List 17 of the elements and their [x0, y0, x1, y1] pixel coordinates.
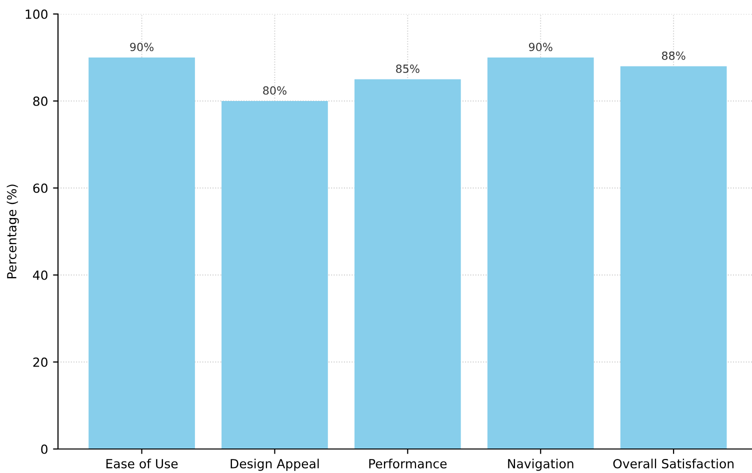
data-label: 80%: [263, 86, 286, 95]
x-tick-label: Navigation: [508, 458, 574, 471]
y-axis-title: Percentage (%): [6, 184, 19, 278]
data-label: 90%: [130, 42, 154, 52]
y-tick-label: 80: [33, 96, 48, 106]
x-tick-label: Overall Satisfaction: [613, 458, 734, 468]
data-label: 85%: [396, 64, 420, 73]
data-label: 90%: [528, 42, 552, 52]
y-tick-label: 100: [26, 9, 48, 19]
y-tick-label: 60: [33, 183, 48, 193]
y-tick-label: 40: [32, 270, 48, 280]
x-tick-label: Performance: [369, 458, 447, 468]
y-tick-label: 20: [33, 357, 48, 367]
data-label: 88%: [662, 51, 686, 60]
x-tick-label: Ease of Use: [106, 458, 178, 468]
y-tick-label: 0: [41, 444, 48, 454]
x-tick-label: Design Appeal: [230, 458, 319, 471]
